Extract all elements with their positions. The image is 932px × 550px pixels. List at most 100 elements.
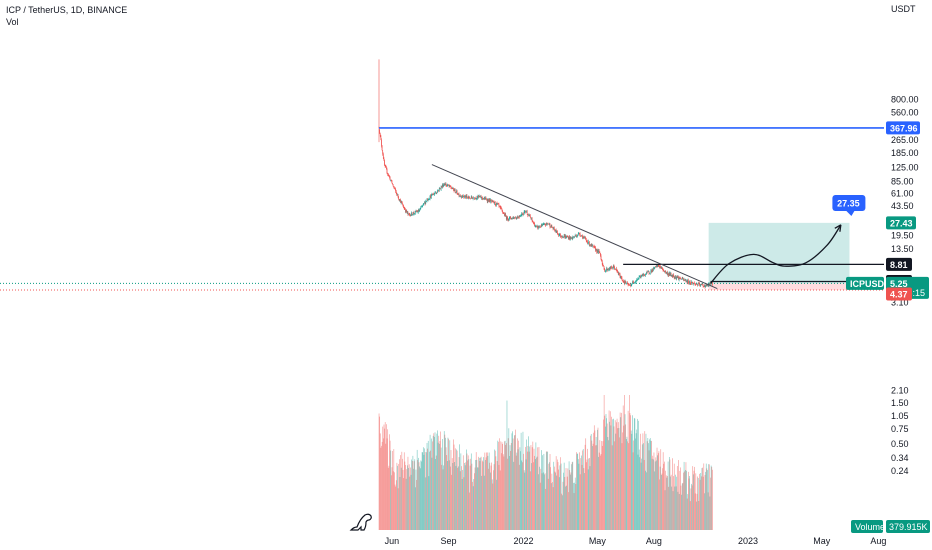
candle-body <box>622 280 623 281</box>
volume-bar <box>531 463 532 530</box>
candle-body <box>548 223 550 225</box>
volume-bar <box>528 451 530 530</box>
volume-bar <box>685 462 687 530</box>
candle-body <box>441 184 443 187</box>
candle-body <box>467 196 468 198</box>
volume-bar <box>501 442 503 530</box>
volume-bar <box>577 453 579 530</box>
volume-bar <box>397 488 399 530</box>
volume-bar <box>691 485 693 530</box>
volume-bar <box>659 479 660 530</box>
volume-bar <box>631 433 633 530</box>
candle-body <box>421 206 422 208</box>
candle-body <box>700 283 702 285</box>
candle-body <box>646 271 647 274</box>
volume-bar <box>400 455 401 530</box>
tag-level-367[interactable]: 367.96 <box>886 121 920 135</box>
tag-stop[interactable]: 4.37 <box>886 287 912 301</box>
candle-body <box>416 210 417 212</box>
candle-body <box>688 282 690 284</box>
tradingview-logo-icon[interactable] <box>349 513 372 531</box>
candle-body <box>502 210 503 213</box>
volume-bar <box>607 436 609 530</box>
volume-bar <box>494 450 496 530</box>
volume-bar <box>549 454 551 530</box>
tag-target[interactable]: 27.43 <box>886 216 916 230</box>
candle-body <box>506 216 508 220</box>
volume-bar <box>687 494 689 530</box>
candle-body <box>592 245 594 247</box>
candle-body <box>457 193 459 195</box>
candle-body <box>649 273 651 274</box>
volume-bar <box>520 451 521 530</box>
volume-bar <box>521 460 523 530</box>
volume-bar <box>519 447 521 530</box>
candle-body <box>531 218 533 221</box>
y-tick-label: 0.75 <box>891 424 909 434</box>
volume-bar <box>614 441 615 530</box>
volume-bar <box>695 473 697 530</box>
candle-body <box>479 196 481 197</box>
volume-bar <box>428 476 430 530</box>
candle-body <box>669 273 671 276</box>
candle-body <box>474 198 476 200</box>
candle-body <box>501 209 503 211</box>
volume-bar <box>651 440 652 530</box>
projection-callout[interactable] <box>832 194 866 211</box>
volume-bar <box>477 467 479 530</box>
volume-bar <box>435 455 437 530</box>
candle-body <box>698 283 700 284</box>
volume-bar <box>660 449 662 530</box>
candle-body <box>508 219 510 220</box>
candle-body <box>598 250 599 253</box>
volume-bar <box>395 486 397 530</box>
tag-level-8-81[interactable]: 8.81 <box>886 257 912 271</box>
volume-bar <box>541 450 542 530</box>
candle-body <box>665 272 667 274</box>
target-zone[interactable] <box>708 222 850 284</box>
tag-last-price-value: 5.25 <box>890 279 908 289</box>
candle-body <box>427 199 429 201</box>
volume-bar <box>438 435 440 530</box>
volume-bar <box>498 464 500 530</box>
candle-body <box>408 213 409 215</box>
volume-bar <box>681 494 682 530</box>
candle-body <box>707 284 709 286</box>
candle-body <box>597 249 599 253</box>
candle-body <box>695 283 697 285</box>
candle-body <box>528 214 529 216</box>
tag-volume[interactable]: Volume 379.915K <box>851 520 930 533</box>
volume-bar <box>604 415 606 530</box>
volume-bar <box>569 470 571 530</box>
candle-body <box>694 282 695 284</box>
descending-trendline[interactable] <box>431 164 718 290</box>
y-tick-label: 0.34 <box>891 453 909 463</box>
chart-title: ICP / TetherUS, 1D, BINANCE <box>6 5 128 15</box>
candle-body <box>632 282 634 283</box>
volume-bar <box>450 466 451 530</box>
candle-body <box>426 201 427 202</box>
candle-body <box>448 184 449 186</box>
candle-body <box>427 199 428 201</box>
volume-bar <box>648 443 649 530</box>
candle-body <box>540 226 542 228</box>
volume-bar <box>589 466 591 530</box>
volume-bar <box>629 413 631 530</box>
projection-path[interactable] <box>710 224 842 284</box>
candle-body <box>704 285 706 287</box>
volume-bar <box>641 444 643 530</box>
stop-zone[interactable] <box>708 283 850 291</box>
candle-body <box>699 283 700 286</box>
candle-body <box>587 241 588 244</box>
candle-body <box>461 197 463 198</box>
candle-body <box>507 219 509 221</box>
volume-bar <box>413 461 415 530</box>
volume-bar <box>440 431 441 530</box>
tag-symbol[interactable]: ICPUSDT <box>846 276 890 290</box>
volume-bar <box>591 440 593 530</box>
candle-body <box>560 236 562 237</box>
volume-bar <box>618 428 620 530</box>
volume-bar <box>478 457 480 530</box>
volume-bar <box>445 437 446 530</box>
